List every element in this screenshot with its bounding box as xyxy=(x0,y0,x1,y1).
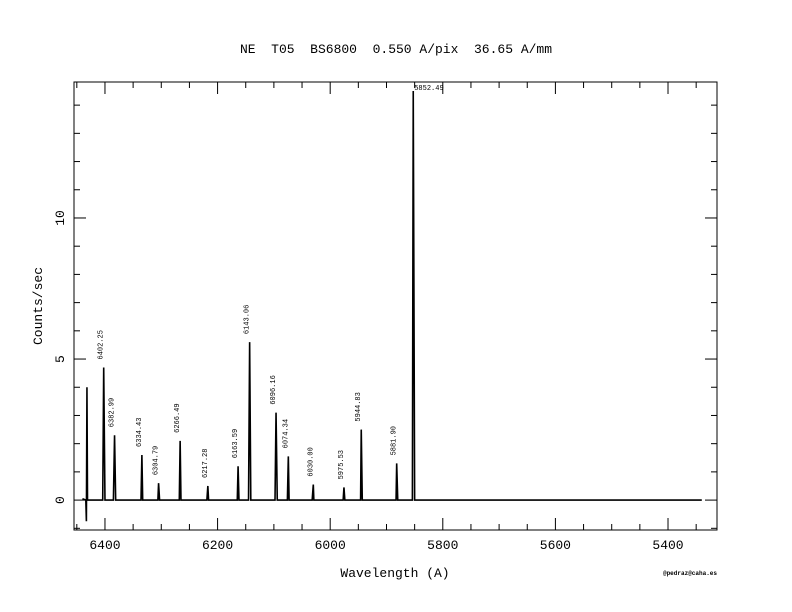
peak-label: 6382.99 xyxy=(109,398,117,427)
peak-label: 6217.28 xyxy=(202,449,210,478)
x-tick-label: 6400 xyxy=(89,538,120,553)
x-tick-label: 6200 xyxy=(202,538,233,553)
y-axis-label: Counts/sec xyxy=(31,267,46,345)
peak-label: 6096.16 xyxy=(270,375,278,404)
x-tick-label: 5800 xyxy=(427,538,458,553)
peak-label: 5975.53 xyxy=(338,450,346,479)
plot-frame xyxy=(73,81,718,531)
x-tick-label: 5400 xyxy=(652,538,683,553)
peak-label: 5852.49 xyxy=(414,85,443,93)
x-tick-label: 6000 xyxy=(315,538,346,553)
y-tick-label: 5 xyxy=(53,355,68,363)
x-axis-label: Wavelength (A) xyxy=(340,566,449,581)
peak-label: 6074.34 xyxy=(282,419,290,448)
peak-label: 6143.06 xyxy=(244,305,252,334)
peak-label: 6266.49 xyxy=(174,403,182,432)
y-tick-label: 0 xyxy=(53,496,68,504)
peak-label: 6334.43 xyxy=(136,418,144,447)
footer: @pedraz@caha.es xyxy=(663,570,717,577)
y-tick-label: 10 xyxy=(53,210,68,226)
peak-label: 6304.79 xyxy=(153,446,161,475)
peak-label: 5944.83 xyxy=(355,392,363,421)
peak-label: 5881.90 xyxy=(391,426,399,455)
x-tick-label: 5600 xyxy=(540,538,571,553)
peak-label: 6402.25 xyxy=(98,330,106,359)
peak-label: 6163.59 xyxy=(232,429,240,458)
chart-title: NE T05 BS6800 0.550 A/pix 36.65 A/mm xyxy=(240,42,552,57)
spectrum-line xyxy=(82,91,702,522)
peak-label: 6030.00 xyxy=(307,447,315,476)
